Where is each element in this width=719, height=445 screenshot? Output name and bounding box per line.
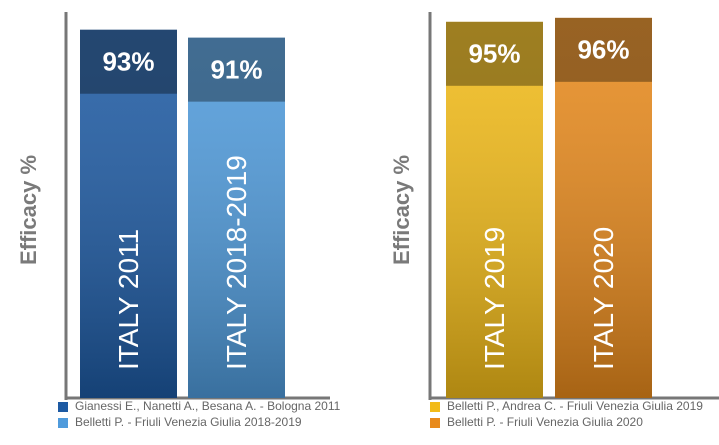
bar-shade xyxy=(188,37,285,398)
legend-label: Belletti P. - Friuli Venezia Giulia 2018… xyxy=(75,415,302,429)
legend-label: Belletti P., Andrea C. - Friuli Venezia … xyxy=(447,399,703,413)
y-axis-title: Efficacy % xyxy=(16,155,41,265)
bar-header xyxy=(80,29,177,94)
value-label: 96% xyxy=(577,35,629,65)
legend-swatch xyxy=(58,402,68,412)
legend-label: Gianessi E., Nanetti A., Besana A. - Bol… xyxy=(75,399,341,413)
legend-swatch xyxy=(58,418,68,428)
legend-label: Belletti P. - Friuli Venezia Giulia 2020 xyxy=(447,415,643,429)
bar-header xyxy=(446,21,543,86)
category-label: ITALY 2011 xyxy=(113,229,144,370)
category-label: ITALY 2019 xyxy=(479,227,510,370)
bar-shade xyxy=(80,29,177,398)
category-label: ITALY 2018-2019 xyxy=(221,155,252,370)
value-label: 95% xyxy=(468,39,520,69)
legend-swatch xyxy=(430,402,440,412)
bar-shade xyxy=(446,21,543,399)
value-label: 91% xyxy=(210,55,262,85)
legend-swatch xyxy=(430,418,440,428)
bar-header xyxy=(188,37,285,102)
bar-shade xyxy=(555,17,652,399)
y-axis-title: Efficacy % xyxy=(389,155,414,265)
bar-header xyxy=(555,17,652,82)
value-label: 93% xyxy=(102,47,154,77)
category-label: ITALY 2020 xyxy=(588,227,619,370)
